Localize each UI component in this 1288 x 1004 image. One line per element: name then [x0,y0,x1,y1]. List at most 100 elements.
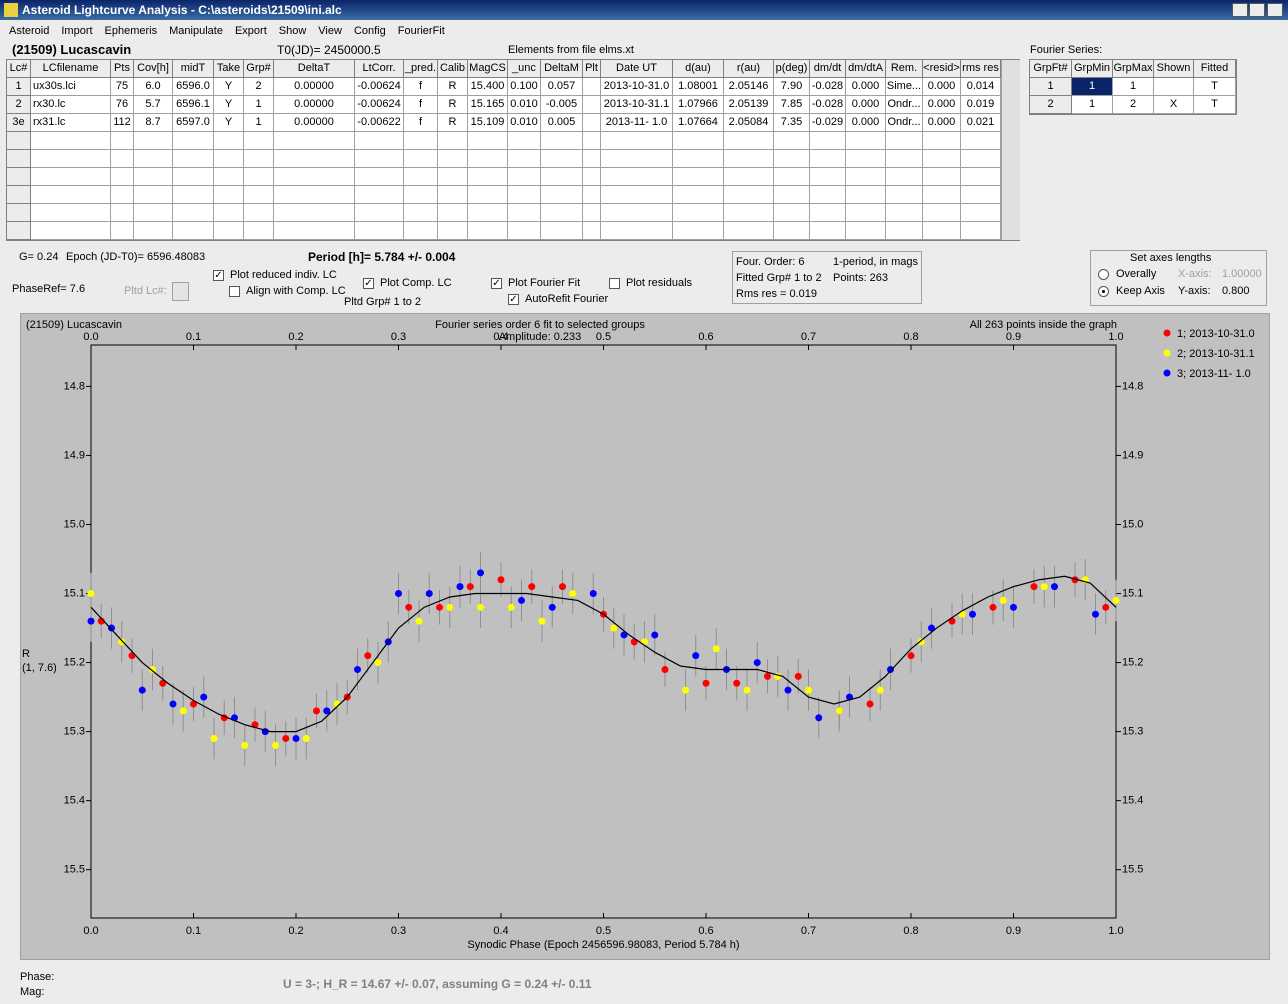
table-cell [355,186,404,204]
table-cell [846,186,886,204]
menu-item[interactable]: Export [234,25,267,37]
table-cell [583,204,601,222]
table-cell [923,204,961,222]
table-cell [355,150,404,168]
checkbox[interactable]: ✓ [491,278,502,289]
scrollbar[interactable] [1001,60,1020,240]
table-cell [31,168,111,186]
table-cell: 0.014 [961,78,1001,96]
table-cell: 2.05139 [724,96,774,114]
data-point [620,631,628,639]
table-cell [886,222,923,240]
table-cell: 0.00000 [274,96,355,114]
data-point [969,610,976,618]
chart-title: Fourier series order 6 fit to selected g… [435,319,645,331]
table-cell [601,150,673,168]
column-header: p(deg) [774,60,810,78]
menu-item[interactable]: Asteroid [9,25,50,37]
column-header: <resid> [923,60,961,78]
data-point [712,645,720,653]
table-cell: -0.028 [810,78,846,96]
data-point [528,583,536,591]
minimize-button[interactable] [1232,3,1248,17]
table-cell [961,132,1001,150]
column-header: dm/dt [810,60,846,78]
checkbox[interactable]: ✓ [213,270,224,281]
table-cell [1154,78,1194,96]
table-cell [923,150,961,168]
data-point [743,686,751,694]
table-cell [724,132,774,150]
menu-bar: Asteroid Import Ephemeris Manipulate Export S… [0,22,1288,40]
table-cell [134,186,173,204]
table-cell [810,168,846,186]
table-cell [173,150,214,168]
table-cell [134,132,173,150]
column-header: Calib [438,60,468,78]
menu-item[interactable]: Config [353,25,386,37]
pltd-lc-label: Pltd Lc#: [124,285,167,297]
elements-label: Elements from file elms.xt [508,44,634,56]
maximize-button[interactable] [1249,3,1265,17]
table-cell: 6.0 [134,78,173,96]
data-point [477,569,484,577]
menu-item[interactable]: Show [278,25,307,37]
table-cell [214,150,244,168]
close-button[interactable] [1267,3,1283,17]
table-cell [541,204,583,222]
data-point [395,590,402,598]
row-header [7,186,31,204]
info-text: Fitted Grp# 1 to 2 [736,272,822,284]
checkbox[interactable] [229,286,240,297]
data-point [548,603,556,611]
checkbox[interactable]: ✓ [508,294,519,305]
table-cell [541,168,583,186]
menu-item[interactable]: View [318,25,342,37]
menu-item[interactable]: Import [61,25,93,37]
y-tick-label: 15.4 [1122,795,1143,807]
table-cell: T [1194,78,1236,96]
menu-item[interactable]: FourierFit [397,25,445,37]
table-cell: 0.000 [923,114,961,132]
y-tick-label: 14.8 [64,380,85,392]
column-header: Pts [111,60,134,78]
table-cell [244,150,274,168]
radio-button[interactable] [1098,286,1109,297]
phaseref-label: PhaseRef= 7.6 [12,283,86,295]
x-axis-value: 1.00000 [1222,268,1262,280]
table-cell [111,150,134,168]
radio-button[interactable] [1098,269,1109,280]
table-cell: 0.010 [508,114,541,132]
column-header: dm/dtA [846,60,886,78]
column-header: Plt [583,60,601,78]
data-point [87,617,95,625]
table-cell [583,78,601,96]
table-cell: 76 [111,96,134,114]
pltd-lc-spinner[interactable] [172,282,189,301]
table-cell [438,186,468,204]
checkbox-label: Align with Comp. LC [246,285,346,297]
menu-item[interactable]: Manipulate [169,25,223,37]
x-tick-label: 0.1 [186,925,201,937]
table-cell [724,222,774,240]
table-cell: 8.7 [134,114,173,132]
y-tick-label: 15.5 [1122,864,1143,876]
table-cell [404,132,438,150]
data-point [405,603,413,611]
data-point [1112,596,1120,604]
checkbox[interactable] [609,278,620,289]
table-cell: -0.028 [810,96,846,114]
menu-item[interactable]: Ephemeris [104,25,158,37]
x-tick-label: 0.6 [698,925,713,937]
x-tick-label: 0.3 [391,925,406,937]
table-cell [541,186,583,204]
checkbox[interactable]: ✓ [363,278,374,289]
table-cell [961,204,1001,222]
radio-dot [1102,290,1105,293]
table-cell [355,222,404,240]
table-cell [173,168,214,186]
table-cell [810,222,846,240]
data-point [928,624,935,632]
table-cell [923,132,961,150]
table-cell [173,222,214,240]
